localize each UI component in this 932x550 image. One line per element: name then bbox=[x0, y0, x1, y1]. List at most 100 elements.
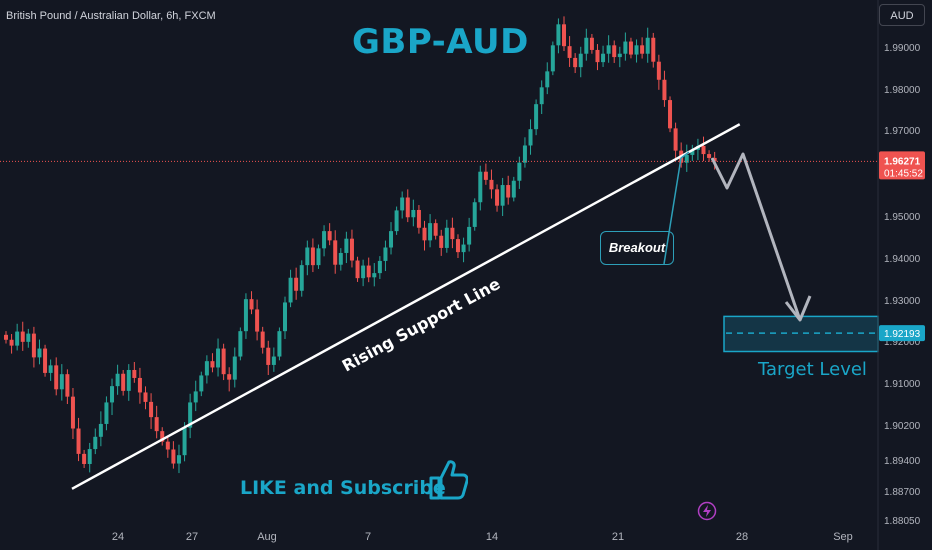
candle-body bbox=[578, 53, 583, 68]
breakout-pointer bbox=[663, 151, 690, 265]
candle-body bbox=[617, 53, 622, 58]
x-tick-label: 28 bbox=[736, 531, 748, 543]
candle-body bbox=[400, 197, 405, 211]
y-tick-label: 1.93000 bbox=[884, 296, 921, 307]
candle-body bbox=[467, 226, 472, 245]
lightning-icon[interactable] bbox=[697, 501, 717, 521]
candle-body bbox=[76, 428, 81, 454]
candle-body bbox=[121, 373, 126, 391]
candle-body bbox=[623, 41, 628, 54]
x-tick-label: Aug bbox=[257, 531, 277, 543]
candle-body bbox=[628, 41, 633, 55]
candle-body bbox=[70, 396, 75, 429]
candle-body bbox=[707, 154, 712, 158]
candle-body bbox=[238, 331, 243, 357]
target-level-label: Target Level bbox=[758, 359, 867, 380]
candle-body bbox=[439, 235, 444, 248]
candle-body bbox=[15, 331, 20, 346]
candle-body bbox=[188, 402, 193, 428]
candle-body bbox=[684, 154, 689, 163]
candle-body bbox=[327, 231, 332, 241]
candle-body bbox=[294, 277, 299, 291]
currency-button[interactable]: AUD bbox=[879, 4, 925, 26]
candle-body bbox=[651, 37, 656, 62]
candle-body bbox=[9, 339, 14, 346]
candle-body bbox=[54, 365, 59, 390]
candle-body bbox=[500, 185, 505, 206]
candle-body bbox=[98, 423, 103, 437]
candle-body bbox=[87, 449, 92, 464]
candle-body bbox=[383, 247, 388, 261]
candle-body bbox=[377, 260, 382, 274]
candle-body bbox=[511, 180, 516, 198]
candle-body bbox=[137, 377, 142, 393]
candle-body bbox=[82, 453, 87, 464]
candle-body bbox=[93, 436, 98, 450]
candle-body bbox=[528, 129, 533, 146]
candle-body bbox=[601, 53, 606, 63]
y-tick-label: 1.88050 bbox=[884, 516, 921, 527]
candle-body bbox=[322, 231, 327, 249]
candle-body bbox=[176, 455, 181, 464]
candle-body bbox=[204, 361, 209, 376]
candle-body bbox=[310, 247, 315, 266]
support-line-stroke bbox=[71, 123, 741, 490]
target-price-badge bbox=[879, 325, 925, 342]
candle-body bbox=[299, 265, 304, 291]
candle-body bbox=[522, 145, 527, 163]
candle-body bbox=[171, 449, 176, 464]
candle-body bbox=[260, 331, 265, 348]
x-tick-label: 21 bbox=[612, 531, 624, 543]
candle-body bbox=[444, 227, 449, 248]
candle-body bbox=[344, 238, 349, 253]
candle-body bbox=[361, 265, 366, 279]
candle-body bbox=[534, 104, 539, 130]
candle-body bbox=[255, 309, 260, 332]
candle-body bbox=[349, 238, 354, 261]
candle-body bbox=[271, 356, 276, 365]
y-tick-label: 1.89400 bbox=[884, 456, 921, 467]
symbol-header: British Pound / Australian Dollar, 6h, F… bbox=[6, 10, 216, 22]
y-tick-label: 1.99000 bbox=[884, 43, 921, 54]
candle-body bbox=[450, 227, 455, 240]
candle-body bbox=[606, 45, 611, 54]
candle-body bbox=[305, 247, 310, 266]
projection-arrow bbox=[710, 152, 812, 322]
candle-body bbox=[668, 100, 673, 129]
candle-body bbox=[221, 348, 226, 375]
target-zone-box bbox=[723, 315, 879, 353]
candle-body bbox=[160, 431, 165, 442]
candle-body bbox=[712, 157, 717, 162]
candle-body bbox=[193, 391, 198, 403]
candle-body bbox=[182, 427, 187, 456]
candle-body bbox=[283, 302, 287, 332]
candle-body bbox=[645, 37, 650, 54]
candle-body bbox=[104, 402, 109, 424]
target-zone bbox=[723, 315, 879, 353]
candle-body bbox=[333, 240, 338, 265]
price-axis[interactable]: 1.99000 1.98000 1.97000 1.95000 1.94000 1.930… bbox=[884, 43, 921, 527]
candle-body bbox=[416, 209, 421, 228]
candle-body bbox=[690, 149, 695, 155]
time-axis[interactable]: 24 27 Aug 7 14 21 28 Sep bbox=[112, 531, 853, 543]
candle-body bbox=[411, 209, 416, 218]
chart-title-annotation: GBP-AUD bbox=[352, 22, 529, 62]
y-tick-label: 1.98000 bbox=[884, 85, 921, 96]
y-tick-label: 1.97000 bbox=[884, 126, 921, 137]
candle-body bbox=[389, 231, 394, 248]
like-subscribe-text: LIKE and Subscribe bbox=[240, 477, 446, 499]
current-price-badge bbox=[879, 151, 925, 180]
candle-body bbox=[662, 79, 667, 101]
candle-body bbox=[26, 333, 31, 342]
candle-body bbox=[37, 348, 42, 358]
candle-body bbox=[126, 369, 131, 391]
candle-body bbox=[165, 441, 170, 450]
candle-body bbox=[65, 374, 70, 397]
candle-body bbox=[483, 171, 488, 180]
x-tick-label: 7 bbox=[365, 531, 371, 543]
candle-body bbox=[132, 369, 137, 378]
candle-body bbox=[584, 37, 589, 54]
candle-body bbox=[210, 361, 215, 368]
